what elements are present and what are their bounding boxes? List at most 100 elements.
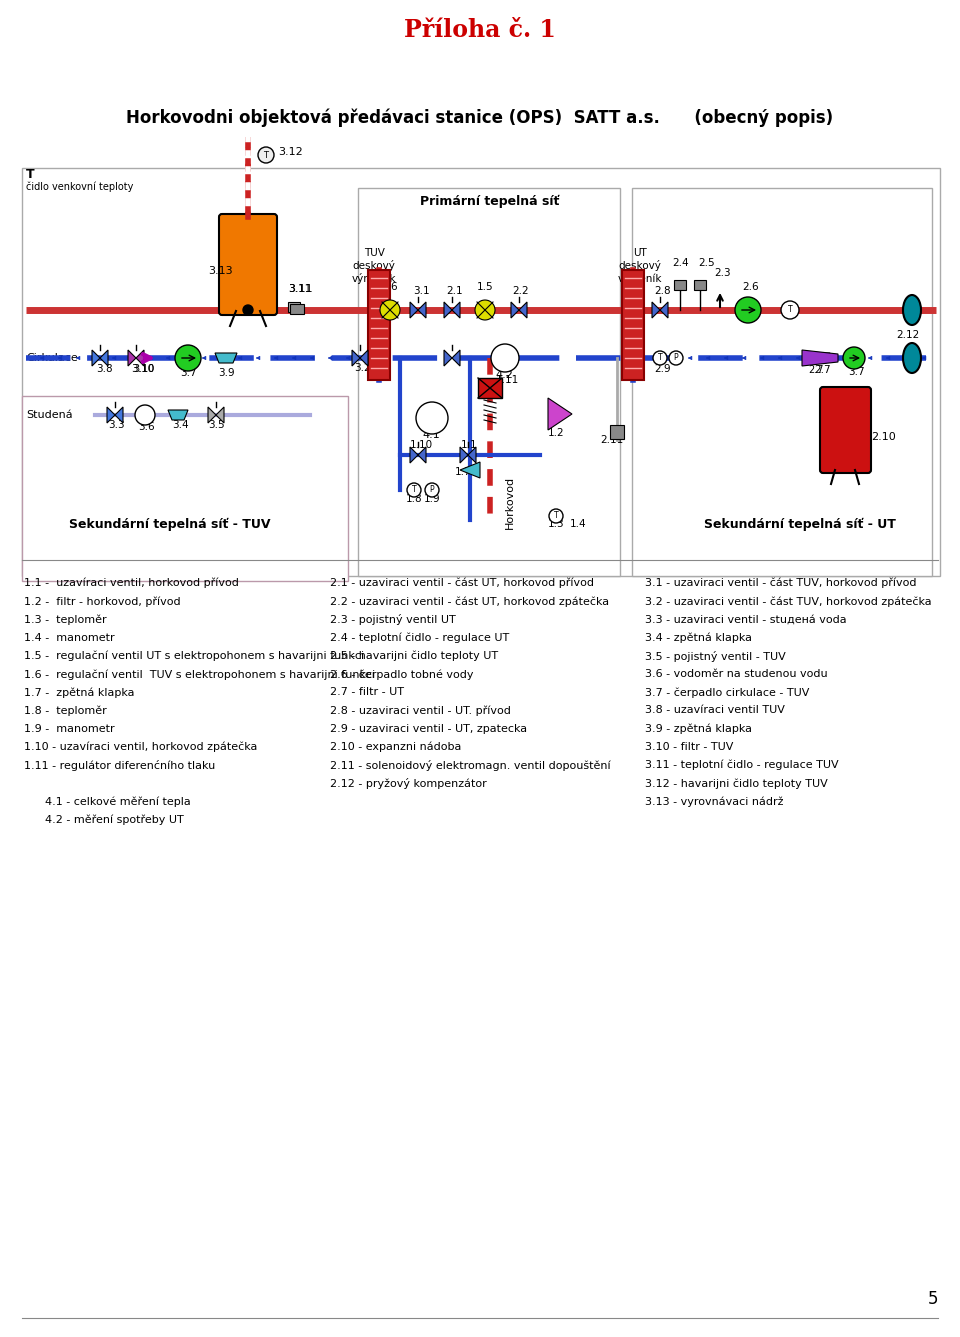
Polygon shape [652, 302, 660, 318]
Text: 3.4: 3.4 [172, 420, 188, 431]
FancyBboxPatch shape [820, 386, 871, 473]
Text: 2.12 - pryžový kompenzátor: 2.12 - pryžový kompenzátor [330, 778, 487, 789]
Text: 3.4 - zpětná klapka: 3.4 - zpětná klapka [645, 632, 752, 643]
Circle shape [653, 352, 667, 365]
Text: 3.6 - vodoměr na studenou vodu: 3.6 - vodoměr na studenou vodu [645, 668, 828, 679]
Text: 1.3: 1.3 [548, 519, 564, 529]
Circle shape [258, 147, 274, 163]
Polygon shape [511, 302, 519, 318]
Polygon shape [100, 350, 108, 366]
Text: 2.1 - uzaviraci ventil - část UT, horkovod přívod: 2.1 - uzaviraci ventil - část UT, horkov… [330, 578, 594, 588]
Polygon shape [452, 350, 460, 366]
Text: Sekundární tepelná síť - UT: Sekundární tepelná síť - UT [704, 517, 896, 531]
Circle shape [475, 299, 495, 320]
Bar [610, 425, 624, 439]
Circle shape [425, 483, 439, 497]
Text: 3.11 - teplotní čidlo - regulace TUV: 3.11 - teplotní čidlo - regulace TUV [645, 759, 839, 770]
Bar [22, 396, 348, 582]
Text: 3.1 - uzaviraci ventil - část TUV, horkovod přívod: 3.1 - uzaviraci ventil - část TUV, horko… [645, 578, 917, 588]
Text: Příloha č. 1: Příloha č. 1 [404, 17, 556, 41]
Text: T: T [788, 305, 792, 314]
Polygon shape [460, 447, 468, 463]
Text: 1.8 -  teploměr: 1.8 - teploměr [24, 706, 107, 715]
Text: 1.8: 1.8 [406, 493, 422, 504]
Text: čidlo venkovní teploty: čidlo venkovní teploty [26, 182, 133, 193]
Bar [674, 279, 686, 290]
Circle shape [549, 509, 563, 523]
Text: 5: 5 [927, 1290, 938, 1308]
Bar [288, 302, 300, 312]
Text: 2.4: 2.4 [672, 258, 688, 267]
Text: 3.12 - havarijni čidlo teploty TUV: 3.12 - havarijni čidlo teploty TUV [645, 778, 828, 789]
Text: 2.9: 2.9 [654, 364, 671, 374]
Text: 1.10: 1.10 [410, 440, 433, 451]
Polygon shape [128, 350, 136, 366]
Text: 3.10: 3.10 [133, 364, 155, 374]
Text: 1.5 -  regulační ventil UT s elektropohonem s havarijni funkci: 1.5 - regulační ventil UT s elektropohon… [24, 651, 364, 662]
Polygon shape [444, 350, 452, 366]
Text: P: P [674, 353, 679, 362]
Text: 1.7 -  zpětná klapka: 1.7 - zpětná klapka [24, 687, 134, 698]
Text: Sekundární tepelná síť - TUV: Sekundární tepelná síť - TUV [69, 517, 271, 531]
Bar [478, 378, 502, 398]
Text: 1.2: 1.2 [548, 428, 564, 439]
Text: 2.12: 2.12 [896, 330, 920, 340]
Text: 4.1 - celkové měření tepla: 4.1 - celkové měření tepla [24, 797, 191, 808]
Text: 2.6 - čerpadlo tobné vody: 2.6 - čerpadlo tobné vody [330, 668, 473, 679]
Text: P: P [430, 485, 434, 495]
Text: 3.9: 3.9 [218, 368, 234, 378]
Text: Horkovodni objektová předávaci stanice (OPS)  SATT a.s.      (obecný popis): Horkovodni objektová předávaci stanice (… [127, 108, 833, 127]
Text: 2.11 - solenoidový elektromagn. ventil dopouštění: 2.11 - solenoidový elektromagn. ventil d… [330, 759, 611, 771]
Text: 1.10 - uzavíraci ventil, horkovod zpátečka: 1.10 - uzavíraci ventil, horkovod zpáteč… [24, 742, 257, 753]
Text: 2.7: 2.7 [814, 365, 830, 374]
Polygon shape [444, 302, 452, 318]
Polygon shape [519, 302, 527, 318]
Polygon shape [107, 406, 115, 422]
Bar [622, 270, 644, 380]
Text: 1.2 -  filtr - horkovod, přívod: 1.2 - filtr - horkovod, přívod [24, 596, 180, 607]
Polygon shape [660, 302, 668, 318]
Polygon shape [208, 406, 216, 422]
Text: 1.9: 1.9 [424, 493, 441, 504]
Circle shape [735, 297, 761, 324]
Text: 2.8 - uzaviraci ventil - UT. přívod: 2.8 - uzaviraci ventil - UT. přívod [330, 706, 511, 715]
Text: 3.13 - vyrovnávaci nádrž: 3.13 - vyrovnávaci nádrž [645, 797, 783, 808]
Text: 3.7: 3.7 [180, 368, 197, 378]
Text: 1.5: 1.5 [477, 282, 493, 291]
Text: 3.10 - filtr - TUV: 3.10 - filtr - TUV [645, 742, 733, 751]
Text: 2.6: 2.6 [742, 282, 758, 291]
Text: 3.5: 3.5 [208, 420, 225, 431]
Text: 1.6: 1.6 [382, 282, 398, 291]
Polygon shape [418, 302, 426, 318]
Text: 3.3 - uzaviraci ventil - stuденá voda: 3.3 - uzaviraci ventil - stuденá voda [645, 615, 847, 624]
Ellipse shape [903, 295, 921, 325]
Text: 3.12: 3.12 [278, 147, 302, 156]
Text: 2.5: 2.5 [698, 258, 714, 267]
Text: 4.2 - měření spotřeby UT: 4.2 - měření spotřeby UT [24, 814, 183, 825]
Bar [694, 279, 706, 290]
Polygon shape [92, 350, 100, 366]
Text: 3.11: 3.11 [288, 283, 311, 294]
Circle shape [491, 344, 519, 372]
Text: 1.4 -  manometr: 1.4 - manometr [24, 632, 114, 643]
Circle shape [843, 348, 865, 369]
Text: T: T [26, 168, 35, 180]
Text: 1.7: 1.7 [455, 467, 471, 477]
Text: 3.9 - zpětná klapka: 3.9 - zpětná klapka [645, 723, 752, 734]
Text: 2.10: 2.10 [871, 432, 896, 443]
Text: 3.7: 3.7 [848, 366, 865, 377]
Bar [368, 270, 390, 380]
Text: 3.6: 3.6 [138, 422, 155, 432]
Text: 2.1: 2.1 [446, 286, 463, 295]
Polygon shape [360, 350, 368, 366]
Text: 1.1: 1.1 [461, 440, 478, 451]
Text: T: T [263, 151, 269, 159]
Text: T: T [412, 485, 417, 495]
Ellipse shape [903, 344, 921, 373]
Text: 2.5 - havarijni čidlo teploty UT: 2.5 - havarijni čidlo teploty UT [330, 651, 498, 662]
Text: 3.2: 3.2 [354, 364, 371, 373]
Polygon shape [410, 447, 418, 463]
Polygon shape [548, 398, 572, 431]
Text: Cirkulace: Cirkulace [26, 353, 78, 364]
Circle shape [781, 301, 799, 320]
